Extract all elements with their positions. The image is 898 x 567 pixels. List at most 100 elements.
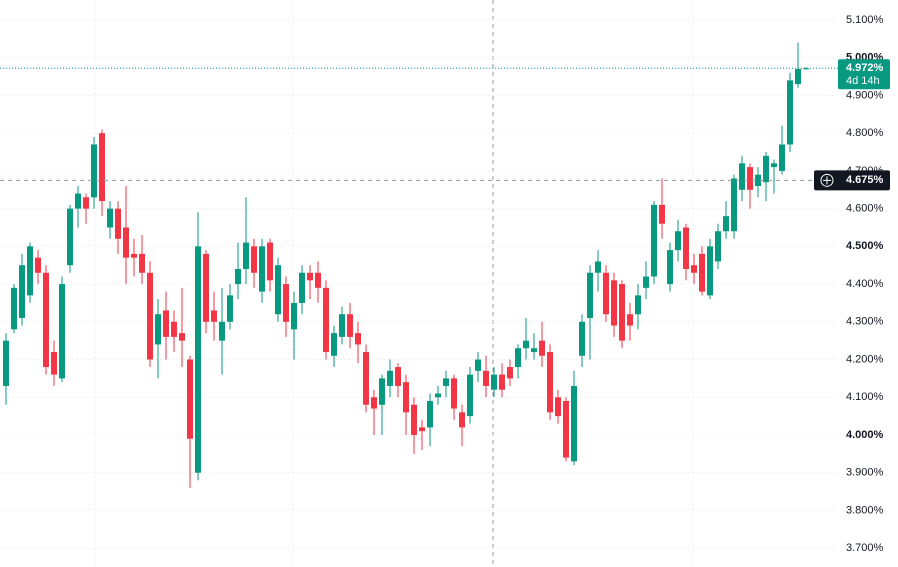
- candle-body: [219, 321, 225, 341]
- candle-body: [443, 378, 449, 386]
- candle-body: [403, 382, 409, 413]
- y-tick-label: 4.600%: [846, 203, 884, 215]
- candle-body: [51, 351, 57, 375]
- candle-body: [699, 253, 705, 292]
- candle-body: [147, 272, 153, 360]
- candle-body: [603, 272, 609, 315]
- y-tick-label: 4.200%: [846, 353, 884, 365]
- candle-body: [179, 333, 185, 341]
- candle-body: [667, 250, 673, 285]
- y-tick-label: 4.800%: [846, 127, 884, 139]
- candle-body: [83, 197, 89, 209]
- candle-body: [139, 253, 145, 273]
- candle-body: [531, 348, 537, 352]
- candle-body: [795, 69, 801, 85]
- y-tick-label: 4.100%: [846, 391, 884, 403]
- candle-body: [707, 246, 713, 296]
- candle-body: [99, 133, 105, 202]
- candle-body: [211, 310, 217, 322]
- candle-body: [451, 378, 457, 409]
- candle-body: [123, 227, 129, 258]
- candle-body: [163, 310, 169, 337]
- candle-body: [227, 295, 233, 322]
- candle-body: [267, 242, 273, 281]
- candle-body: [803, 68, 809, 70]
- candle-body: [595, 261, 601, 273]
- candle-body: [395, 367, 401, 386]
- candle-body: [307, 272, 313, 281]
- candle-body: [187, 359, 193, 439]
- candle-body: [171, 321, 177, 337]
- candle-body: [459, 412, 465, 428]
- candle-body: [731, 178, 737, 232]
- candle-body: [347, 314, 353, 337]
- candle-body: [755, 174, 761, 186]
- candle-body: [571, 385, 577, 462]
- candle-body: [3, 340, 9, 386]
- y-tick-label: 3.800%: [846, 504, 884, 516]
- y-tick-label: 5.100%: [846, 14, 884, 26]
- candle-body: [27, 246, 33, 296]
- candle-body: [331, 333, 337, 356]
- candle-body: [683, 227, 689, 269]
- candle-body: [59, 284, 65, 379]
- candle-body: [587, 272, 593, 319]
- candle-body: [155, 314, 161, 345]
- candle-body: [371, 397, 377, 409]
- candle-body: [115, 208, 121, 239]
- y-tick-label: 4.900%: [846, 89, 884, 101]
- candle-body: [243, 242, 249, 269]
- candle-body: [67, 208, 73, 266]
- candle-body: [339, 314, 345, 337]
- candle-body: [131, 253, 137, 258]
- candle-body: [515, 348, 521, 368]
- candle-body: [547, 351, 553, 413]
- candle-body: [35, 257, 41, 273]
- candle-body: [299, 272, 305, 303]
- candle-body: [355, 333, 361, 345]
- candle-body: [379, 378, 385, 405]
- candle-body: [203, 253, 209, 322]
- y-tick-label: 4.500%: [846, 240, 884, 252]
- candle-body: [635, 295, 641, 315]
- candle-body: [387, 370, 393, 386]
- y-tick-label: 3.700%: [846, 542, 884, 554]
- candle-body: [291, 302, 297, 330]
- candle-body: [555, 397, 561, 417]
- candle-body: [619, 284, 625, 341]
- candle-body: [315, 272, 321, 288]
- candle-body: [747, 167, 753, 190]
- crosshair-plus-icon: [820, 173, 834, 187]
- last-price-box: [838, 59, 890, 90]
- candle-body: [427, 401, 433, 428]
- candle-body: [19, 265, 25, 319]
- candle-body: [419, 427, 425, 432]
- candle-body: [579, 321, 585, 356]
- candle-body: [715, 231, 721, 262]
- candle-body: [739, 163, 745, 190]
- candle-body: [11, 287, 17, 330]
- candle-body: [691, 265, 697, 273]
- candle-body: [475, 359, 481, 371]
- y-tick-label: 4.400%: [846, 278, 884, 290]
- candle-body: [659, 204, 665, 224]
- crosshair-label: 4.675%: [846, 174, 884, 186]
- candle-body: [363, 351, 369, 405]
- candle-body: [627, 314, 633, 326]
- candle-body: [467, 374, 473, 417]
- candle-body: [283, 284, 289, 322]
- candle-body: [499, 374, 505, 390]
- last-price-label: 4.972%: [846, 62, 884, 74]
- candle-body: [523, 340, 529, 349]
- candle-body: [195, 246, 201, 473]
- candle-body: [259, 246, 265, 292]
- candle-body: [611, 280, 617, 326]
- candle-body: [275, 265, 281, 315]
- y-tick-label: 4.300%: [846, 316, 884, 328]
- candle-body: [235, 268, 241, 285]
- candle-body: [675, 231, 681, 251]
- y-tick-label: 3.900%: [846, 467, 884, 479]
- candle-body: [435, 393, 441, 398]
